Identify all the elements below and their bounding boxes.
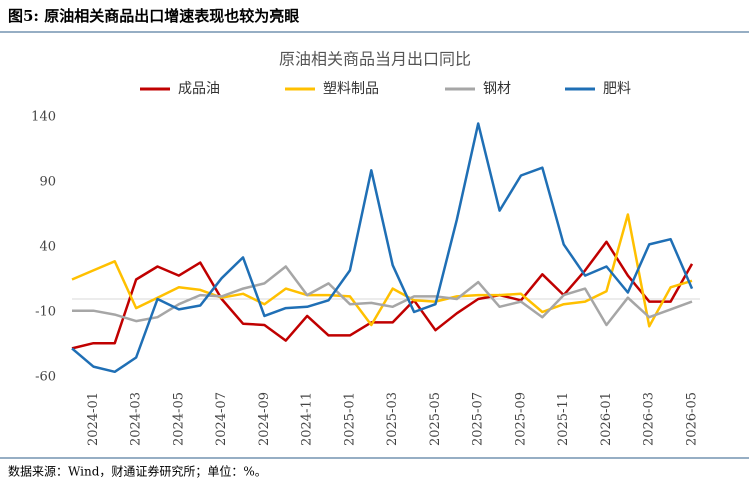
legend-label: 塑料制品 (323, 81, 379, 97)
y-tick-label: 140 (31, 110, 56, 125)
x-tick-label: 2024-01 (86, 392, 101, 446)
x-tick-label: 2025-11 (556, 392, 571, 446)
x-tick-label: 2025-03 (385, 392, 400, 446)
x-tick-label: 2026-01 (599, 392, 614, 446)
y-tick-label: 90 (39, 175, 56, 190)
figure-title: 图5: 原油相关商品出口增速表现也较为亮眼 (8, 7, 299, 25)
x-tick-label: 2026-03 (642, 392, 657, 446)
chart-title: 原油相关商品当月出口同比 (279, 50, 471, 69)
y-tick-label: -60 (35, 370, 56, 385)
x-tick-label: 2025-09 (513, 392, 528, 446)
legend-label: 钢材 (483, 81, 511, 97)
x-tick-label: 2024-05 (171, 392, 186, 446)
legend-label: 肥料 (603, 81, 631, 97)
series-line (71, 122, 694, 374)
y-tick-label: 40 (39, 240, 56, 255)
x-tick-label: 2026-05 (685, 392, 700, 446)
x-tick-label: 2025-05 (428, 392, 443, 446)
legend-label: 成品油 (178, 81, 220, 97)
y-tick-label: -10 (35, 305, 56, 320)
series-line (71, 213, 693, 328)
x-tick-label: 2024-03 (129, 392, 144, 446)
source-note: 数据来源：Wind，财通证券研究所；单位：%。 (8, 464, 267, 479)
x-tick-label: 2024-07 (214, 392, 229, 446)
x-tick-label: 2024-09 (257, 392, 272, 446)
x-tick-label: 2024-11 (300, 392, 315, 446)
x-tick-label: 2025-01 (342, 392, 357, 446)
series-line (71, 240, 694, 350)
x-tick-label: 2025-07 (471, 392, 486, 446)
